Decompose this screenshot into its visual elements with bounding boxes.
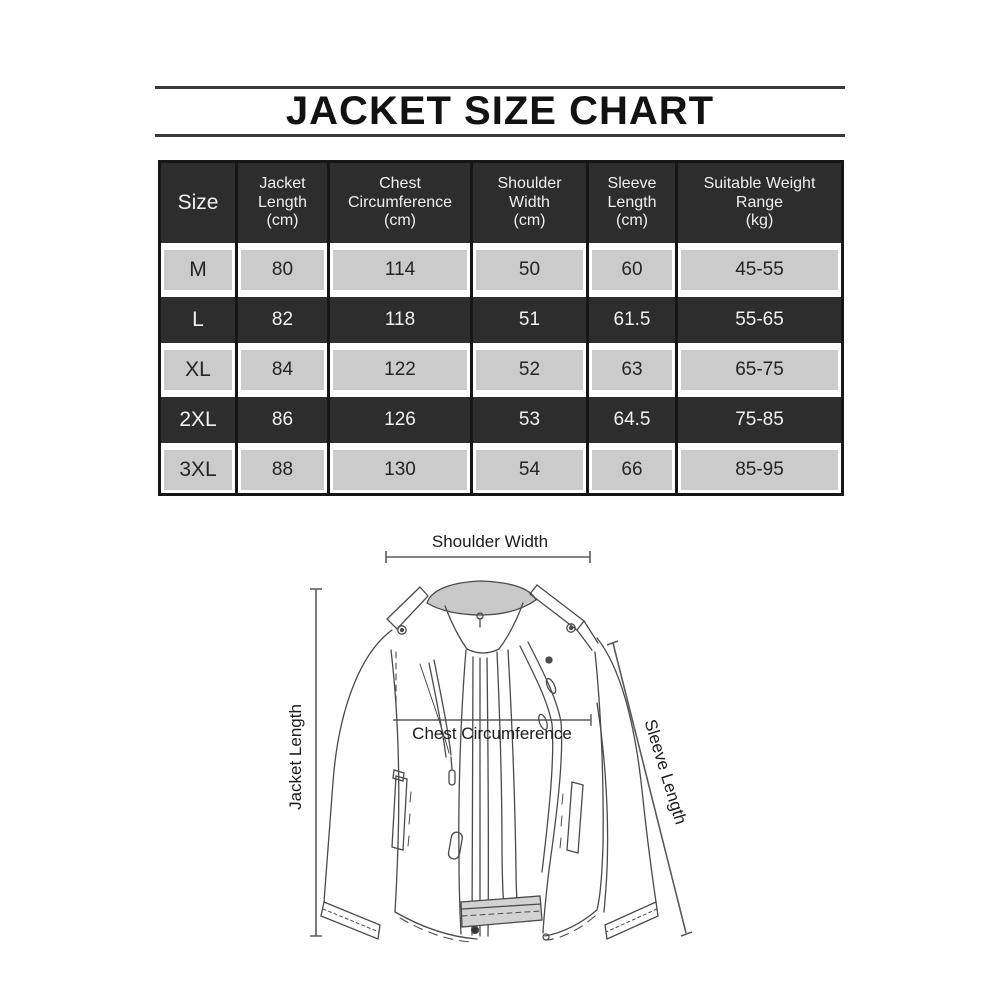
sleeve-cell: 64.5: [589, 393, 675, 443]
jacket-length-cell: 80: [238, 243, 327, 293]
header-cell-sleeve: Sleeve Length (cm): [589, 163, 675, 243]
jacket-length-measure-line: [310, 588, 322, 937]
shoulder-cell: 53: [473, 393, 586, 443]
size-cell: 3XL: [161, 443, 235, 493]
sleeve-cell: 66: [589, 443, 675, 493]
chest-cell: 122: [330, 343, 470, 393]
chest-cell: 118: [330, 293, 470, 343]
header-cell-jacket-length: Jacket Length (cm): [238, 163, 327, 243]
column-label: Chest Circumference: [347, 174, 453, 211]
title-rule-bottom: [155, 134, 845, 137]
chest-cell: 130: [330, 443, 470, 493]
chest-circumference-measure-line: [393, 714, 592, 726]
jacket-length-cell: 88: [238, 443, 327, 493]
header-cell-shoulder: Shoulder Width (cm): [473, 163, 586, 243]
column-label: Jacket Length: [258, 174, 307, 211]
weight-cell: 45-55: [678, 243, 841, 293]
sleeve-cell: 61.5: [589, 293, 675, 343]
weight-cell: 85-95: [678, 443, 841, 493]
header-cell-weight: Suitable Weight Range (kg): [678, 163, 841, 243]
column-label: Shoulder Width: [497, 174, 562, 211]
size-cell: L: [161, 293, 235, 343]
jacket-outline: [320, 580, 659, 943]
size-table: Size Jacket Length (cm) Chest Circumferen…: [158, 160, 844, 496]
jacket-length-cell: 84: [238, 343, 327, 393]
shoulder-cell: 54: [473, 443, 586, 493]
jacket-length-cell: 86: [238, 393, 327, 443]
shoulder-cell: 51: [473, 293, 586, 343]
column-label: Sleeve Length: [607, 174, 657, 211]
weight-cell: 55-65: [678, 293, 841, 343]
size-cell: 2XL: [161, 393, 235, 443]
title-rule-top: [155, 86, 845, 89]
sleeve-cell: 60: [589, 243, 675, 293]
jacket-line-drawing: [310, 551, 693, 943]
column-unit: (cm): [384, 212, 416, 230]
header-cell-chest: Chest Circumference (cm): [330, 163, 470, 243]
jacket-length-label: Jacket Length: [286, 704, 305, 810]
shoulder-width-measure-line: [385, 551, 591, 563]
shoulder-cell: 52: [473, 343, 586, 393]
shoulder-width-label: Shoulder Width: [431, 532, 549, 551]
page-title: JACKET SIZE CHART: [285, 89, 715, 133]
weight-cell: 65-75: [678, 343, 841, 393]
column-label: Size: [177, 190, 219, 214]
chest-cell: 114: [330, 243, 470, 293]
header-cell-size: Size: [161, 163, 235, 243]
shoulder-cell: 50: [473, 243, 586, 293]
column-unit: (cm): [513, 212, 546, 230]
sleeve-cell: 63: [589, 343, 675, 393]
column-unit: (kg): [745, 212, 774, 230]
chest-cell: 126: [330, 393, 470, 443]
chest-circumference-label: Chest Circumference: [412, 724, 572, 743]
jacket-length-cell: 82: [238, 293, 327, 343]
sleeve-length-measure-line: [606, 640, 693, 937]
weight-cell: 75-85: [678, 393, 841, 443]
column-label: Suitable Weight Range: [703, 174, 816, 211]
size-cell: XL: [161, 343, 235, 393]
column-unit: (cm): [616, 212, 648, 230]
column-unit: (cm): [266, 212, 299, 230]
size-cell: M: [161, 243, 235, 293]
